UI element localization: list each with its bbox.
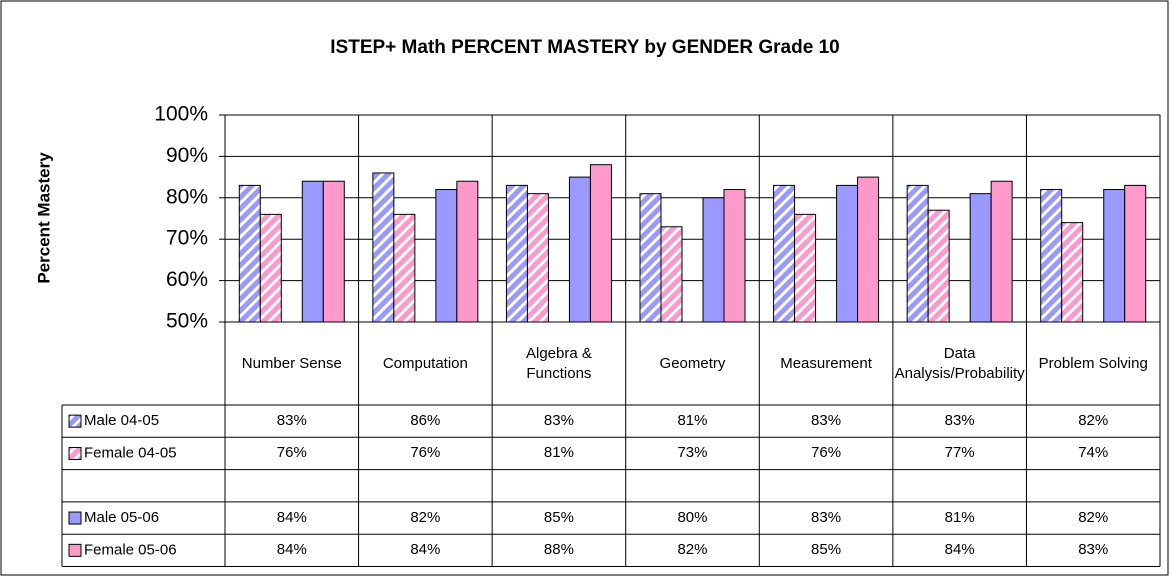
- bar: [301, 180, 324, 323]
- value-label: 76%: [811, 444, 842, 462]
- bar: [322, 180, 345, 323]
- legend-label: Male 05-06: [84, 509, 159, 526]
- y-tick-label: 100%: [154, 103, 208, 126]
- value-label: 83%: [811, 509, 842, 527]
- y-tick-label: 80%: [166, 185, 208, 208]
- bar: [505, 184, 528, 323]
- value-label: 77%: [944, 444, 975, 462]
- value-label: 84%: [944, 541, 975, 559]
- value-label: 82%: [1078, 412, 1109, 430]
- value-label: 83%: [1078, 541, 1109, 559]
- bar: [1103, 189, 1126, 323]
- value-label: 76%: [276, 444, 307, 462]
- plot-area: [224, 114, 1161, 323]
- y-tick-label: 60%: [166, 268, 208, 291]
- bar: [456, 180, 479, 323]
- value-label: 73%: [677, 444, 708, 462]
- bar: [1124, 184, 1147, 323]
- value-label: 83%: [811, 412, 842, 430]
- bar: [393, 213, 416, 323]
- bar: [589, 164, 612, 323]
- bar: [836, 184, 859, 323]
- value-label: 83%: [543, 412, 574, 430]
- value-label: 84%: [276, 509, 307, 527]
- bar: [773, 184, 796, 323]
- bar: [660, 226, 683, 323]
- category-label: Measurement: [780, 354, 872, 372]
- bar: [1061, 222, 1084, 323]
- legend-swatch: [68, 511, 82, 525]
- value-label: 82%: [677, 541, 708, 559]
- y-axis-label: Percent Mastery: [34, 152, 53, 284]
- bar: [702, 197, 725, 323]
- bar: [927, 209, 950, 323]
- legend-label: Female 05-06: [84, 541, 177, 558]
- value-label: 81%: [677, 412, 708, 430]
- legend-label: Male 04-05: [84, 412, 159, 429]
- value-label: 85%: [543, 509, 574, 527]
- bar: [372, 172, 395, 323]
- value-label: 82%: [410, 509, 441, 527]
- y-tick-label: 70%: [166, 227, 208, 250]
- category-label: Problem Solving: [1038, 354, 1148, 372]
- value-label: 84%: [276, 541, 307, 559]
- bar: [857, 176, 880, 323]
- value-label: 84%: [410, 541, 441, 559]
- value-label: 80%: [677, 509, 708, 527]
- y-tick-label: 50%: [166, 310, 208, 333]
- legend-swatch: [68, 414, 82, 428]
- value-label: 83%: [944, 412, 975, 430]
- bar: [238, 184, 261, 323]
- bar: [526, 193, 549, 323]
- legend-swatch: [68, 446, 82, 460]
- value-label: 81%: [944, 509, 975, 527]
- value-label: 76%: [410, 444, 441, 462]
- legend-label: Female 04-05: [84, 444, 177, 461]
- value-label: 81%: [543, 444, 574, 462]
- category-label: Data Analysis/Probability: [894, 344, 1025, 382]
- bar: [969, 193, 992, 323]
- category-label: Computation: [382, 354, 468, 372]
- value-label: 82%: [1078, 509, 1109, 527]
- value-label: 74%: [1078, 444, 1109, 462]
- bar: [906, 184, 929, 323]
- bar: [990, 180, 1013, 323]
- bar: [1040, 189, 1063, 323]
- y-tick-label: 90%: [166, 144, 208, 167]
- bar: [794, 213, 817, 323]
- value-label: 83%: [276, 412, 307, 430]
- value-label: 88%: [543, 541, 574, 559]
- bar: [568, 176, 591, 323]
- bar: [723, 189, 746, 323]
- category-label: Algebra & Functions: [525, 344, 592, 382]
- legend-swatch: [68, 543, 82, 557]
- value-label: 86%: [410, 412, 441, 430]
- bar: [259, 213, 282, 323]
- value-label: 85%: [811, 541, 842, 559]
- category-label: Geometry: [659, 354, 726, 372]
- bar: [639, 193, 662, 323]
- chart-title: ISTEP+ Math PERCENT MASTERY by GENDER Gr…: [330, 37, 839, 58]
- category-label: Number Sense: [241, 354, 342, 372]
- bar: [435, 189, 458, 323]
